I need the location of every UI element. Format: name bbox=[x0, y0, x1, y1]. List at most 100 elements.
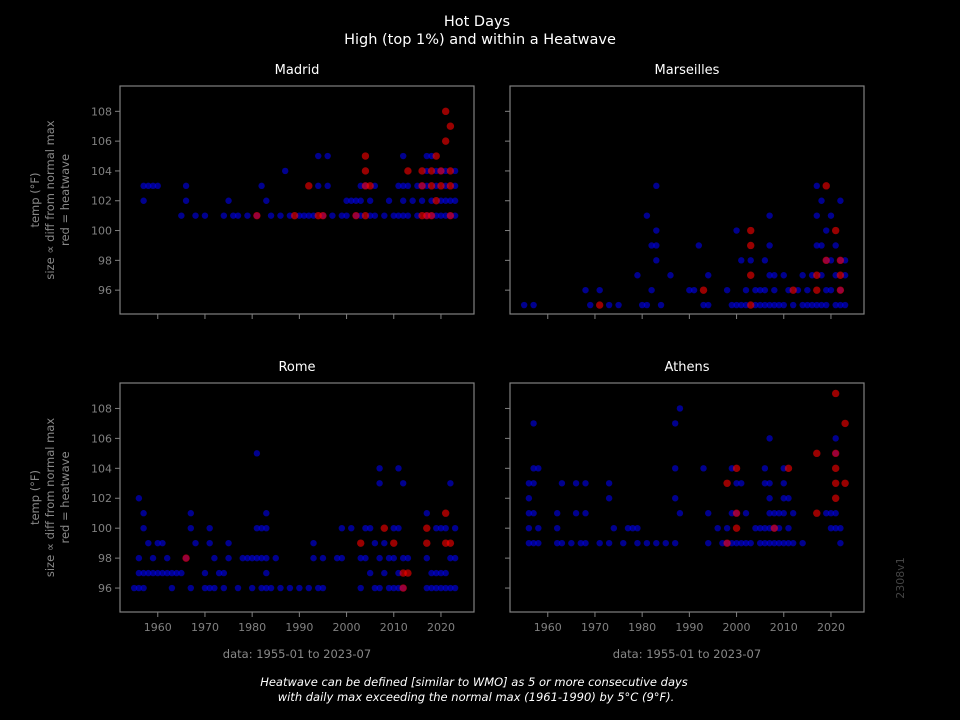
point-normal bbox=[827, 510, 835, 517]
point-normal bbox=[366, 524, 374, 532]
point-normal bbox=[558, 480, 566, 487]
point-normal bbox=[766, 480, 773, 487]
point-heatwave bbox=[789, 286, 797, 294]
point-normal bbox=[766, 272, 773, 279]
xtick-label-athens: 2010 bbox=[770, 621, 798, 634]
point-normal bbox=[418, 197, 426, 204]
point-normal bbox=[423, 510, 430, 517]
point-normal bbox=[225, 197, 232, 204]
point-heatwave bbox=[813, 509, 821, 517]
point-normal bbox=[381, 212, 388, 219]
point-normal bbox=[766, 242, 773, 249]
point-normal bbox=[804, 286, 811, 294]
ytick-label-rome: 98 bbox=[98, 552, 112, 565]
point-normal bbox=[761, 539, 769, 547]
point-normal bbox=[404, 212, 412, 219]
point-normal bbox=[837, 301, 844, 309]
xtick-label-rome: 2020 bbox=[427, 621, 455, 634]
point-normal bbox=[676, 510, 684, 517]
point-normal bbox=[362, 554, 369, 562]
point-normal bbox=[140, 510, 147, 517]
ylabel-line-2-madrid: size ∝ diff from normal max bbox=[43, 120, 57, 280]
point-heatwave bbox=[441, 137, 450, 145]
point-normal bbox=[244, 554, 251, 562]
point-normal bbox=[192, 212, 199, 219]
point-heatwave bbox=[427, 167, 436, 175]
point-normal bbox=[258, 554, 265, 562]
point-normal bbox=[818, 242, 825, 249]
point-normal bbox=[178, 569, 185, 577]
point-normal bbox=[705, 539, 712, 547]
ytick-label-madrid: 102 bbox=[91, 195, 112, 208]
point-normal bbox=[225, 554, 232, 562]
ytick-label-rome: 106 bbox=[91, 432, 112, 445]
point-heatwave bbox=[361, 211, 370, 220]
point-normal bbox=[620, 539, 627, 547]
point-normal bbox=[140, 197, 147, 204]
point-normal bbox=[404, 554, 412, 562]
point-normal bbox=[135, 554, 143, 562]
point-heatwave bbox=[836, 271, 845, 279]
point-normal bbox=[428, 584, 435, 592]
point-heatwave bbox=[813, 449, 821, 458]
point-heatwave bbox=[357, 539, 365, 547]
point-heatwave bbox=[813, 271, 821, 279]
ytick-label-rome: 108 bbox=[91, 402, 112, 415]
point-normal bbox=[775, 301, 783, 309]
point-normal bbox=[220, 569, 228, 577]
point-normal bbox=[168, 584, 176, 592]
point-normal bbox=[182, 182, 190, 190]
xtick-label-rome: 2000 bbox=[333, 621, 361, 634]
point-normal bbox=[837, 197, 844, 204]
point-normal bbox=[310, 539, 317, 547]
point-normal bbox=[442, 584, 449, 592]
xtick-label-rome: 1960 bbox=[144, 621, 172, 634]
point-heatwave bbox=[441, 509, 450, 517]
point-normal bbox=[587, 301, 594, 309]
point-heatwave bbox=[437, 182, 445, 190]
point-heatwave bbox=[841, 479, 849, 487]
point-normal bbox=[258, 182, 265, 190]
points-athens bbox=[525, 389, 849, 547]
point-normal bbox=[676, 405, 684, 412]
point-heatwave bbox=[319, 211, 327, 220]
point-normal bbox=[277, 584, 284, 592]
point-normal bbox=[437, 524, 445, 532]
point-heatwave bbox=[841, 419, 849, 428]
xtick-label-rome: 1980 bbox=[238, 621, 266, 634]
point-normal bbox=[300, 212, 308, 219]
point-normal bbox=[423, 584, 430, 592]
point-normal bbox=[738, 301, 745, 309]
point-normal bbox=[263, 569, 270, 577]
point-heatwave bbox=[732, 509, 741, 517]
point-normal bbox=[799, 272, 806, 279]
point-normal bbox=[700, 465, 707, 472]
point-heatwave bbox=[427, 211, 436, 220]
point-normal bbox=[653, 257, 660, 264]
xtick-label-athens: 2020 bbox=[817, 621, 845, 634]
point-normal bbox=[376, 480, 383, 487]
point-normal bbox=[841, 301, 849, 309]
panel-athens: Athens 1960 1970 1980 1990 2000 2010 2020 data: … bbox=[505, 360, 865, 661]
ytick-label-rome: 96 bbox=[98, 582, 112, 595]
xtick-label-athens: 1980 bbox=[628, 621, 656, 634]
panel-title-marseilles: Marseilles bbox=[655, 63, 720, 78]
point-normal bbox=[390, 584, 397, 592]
point-normal bbox=[827, 286, 835, 294]
point-heatwave bbox=[446, 122, 455, 130]
point-normal bbox=[634, 539, 641, 547]
point-normal bbox=[371, 584, 379, 592]
point-normal bbox=[253, 524, 261, 532]
point-normal bbox=[818, 301, 825, 309]
point-heatwave bbox=[446, 539, 455, 547]
point-normal bbox=[140, 182, 147, 190]
point-normal bbox=[390, 524, 397, 532]
point-heatwave bbox=[390, 539, 398, 547]
point-heatwave bbox=[699, 286, 708, 294]
point-normal bbox=[187, 524, 194, 532]
point-heatwave bbox=[831, 389, 840, 398]
point-normal bbox=[149, 569, 157, 577]
point-normal bbox=[253, 554, 261, 562]
point-normal bbox=[437, 212, 445, 219]
